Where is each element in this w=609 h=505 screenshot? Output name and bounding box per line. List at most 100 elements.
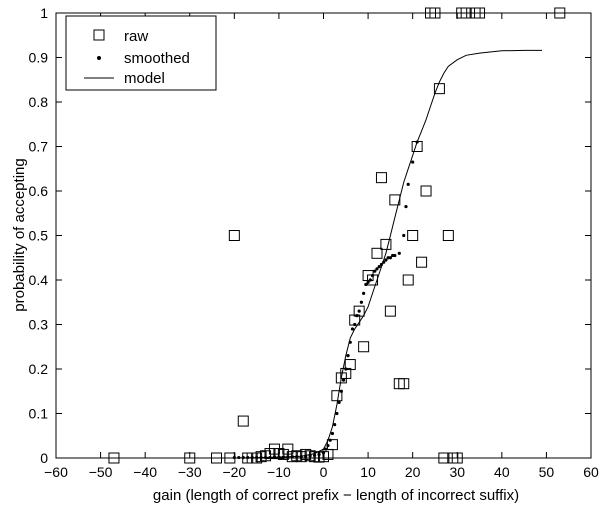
raw-point	[228, 230, 240, 241]
raw-point	[362, 270, 374, 282]
smoothed-point	[391, 253, 395, 258]
x-tick-label: −20	[222, 464, 246, 480]
legend: raw smoothed model	[65, 15, 217, 91]
y-tick-label: 0.2	[29, 361, 49, 377]
legend-model-label: model	[124, 70, 165, 87]
legend-raw-label: raw	[124, 28, 148, 45]
smoothed-point	[359, 300, 363, 304]
y-tick-label: 0.7	[29, 139, 49, 155]
smoothed-point	[308, 454, 312, 458]
raw-point	[402, 274, 414, 286]
raw-point	[416, 256, 428, 268]
x-tick-label: 20	[405, 464, 421, 480]
x-tick-label: 10	[360, 464, 376, 480]
smoothed-point	[337, 400, 341, 404]
x-tick-label: 30	[449, 464, 465, 480]
raw-point	[304, 450, 316, 462]
raw-point	[326, 439, 338, 451]
smoothed-point	[386, 256, 390, 260]
raw-point	[384, 305, 396, 317]
y-tick-label: 0	[40, 450, 48, 466]
raw-point	[349, 314, 361, 326]
x-tick-label: 50	[539, 464, 555, 480]
raw-point	[380, 238, 392, 250]
x-tick-label: 0	[320, 464, 328, 480]
raw-point	[318, 451, 329, 463]
smoothed-point	[384, 258, 388, 262]
raw-point	[300, 448, 312, 460]
raw-point	[433, 83, 445, 95]
smoothed-point	[335, 411, 339, 416]
smoothed-point	[304, 454, 308, 458]
raw-point	[335, 372, 347, 384]
raw-point	[291, 450, 303, 462]
raw-point	[375, 172, 387, 184]
y-tick-label: 0.3	[29, 317, 49, 333]
raw-point	[411, 141, 423, 152]
smoothed-point	[373, 269, 377, 273]
y-tick-label: 0.1	[29, 406, 49, 422]
smoothed-point	[368, 278, 372, 282]
model-line	[234, 49, 542, 459]
smoothed-point	[350, 327, 355, 331]
smoothed-point	[406, 182, 410, 186]
smoothed-point	[370, 273, 375, 278]
legend-smoothed-label: smoothed	[124, 50, 190, 67]
smoothed-point	[379, 262, 384, 267]
raw-point	[358, 341, 370, 353]
smoothed-point	[411, 160, 415, 164]
smoothed-point	[333, 423, 337, 427]
legend-smoothed-marker	[97, 56, 101, 60]
y-tick-label: 1	[40, 5, 48, 21]
raw-point	[371, 247, 383, 259]
smoothed-point	[339, 389, 343, 393]
x-axis-title: gain (length of correct prefix − length …	[153, 487, 519, 504]
raw-point	[398, 378, 410, 390]
x-tick-label: 40	[494, 464, 510, 480]
x-tick-label: −50	[89, 464, 113, 480]
y-tick-label: 0.5	[29, 228, 49, 244]
smoothed-point	[402, 233, 406, 238]
raw-point	[353, 305, 365, 317]
smoothed-point	[346, 354, 350, 358]
smoothed-point	[382, 260, 386, 264]
smoothed-point	[375, 267, 379, 271]
raw-point	[237, 415, 249, 427]
x-tick-label: −40	[133, 464, 157, 480]
axes-layer: −60 −50 −40 −30 −20 −10 0 10 20 30 40 50 60 0 0.1 0.2 0.…	[29, 5, 599, 480]
smoothed-point	[326, 443, 330, 448]
x-tick-label: −10	[267, 464, 291, 480]
raw-point	[260, 450, 272, 462]
x-tick-label: −30	[178, 464, 202, 480]
y-tick-label: 0.4	[29, 272, 49, 288]
smoothed-point	[341, 378, 346, 382]
raw-point	[255, 451, 267, 463]
smoothed-point	[357, 309, 361, 313]
legend-raw-marker	[93, 29, 105, 41]
raw-point	[295, 451, 307, 463]
smoothed-point	[377, 265, 381, 269]
smoothed-point	[312, 453, 317, 457]
smoothed-point	[348, 340, 352, 344]
raw-point	[273, 448, 285, 460]
smoothed-point	[344, 367, 348, 371]
x-tick-label: 60	[583, 464, 599, 480]
raw-point	[286, 451, 298, 463]
model-line-layer	[234, 49, 542, 459]
raw-point	[367, 274, 379, 286]
smoothed-point	[353, 322, 357, 327]
smoothed-point	[364, 282, 368, 287]
y-tick-label: 0.6	[29, 183, 49, 199]
smoothed-point	[393, 253, 397, 258]
y-tick-label: 0.9	[29, 50, 49, 66]
y-tick-label: 0.8	[29, 94, 49, 110]
y-axis-title: probability of accepting	[11, 158, 28, 311]
raw-point	[340, 367, 352, 379]
smoothed-point	[388, 256, 392, 260]
smoothed-point	[317, 452, 321, 457]
smoothed-point	[355, 314, 359, 318]
smoothed-point	[397, 251, 401, 255]
raw-point	[344, 359, 356, 371]
raw-point	[389, 194, 401, 206]
